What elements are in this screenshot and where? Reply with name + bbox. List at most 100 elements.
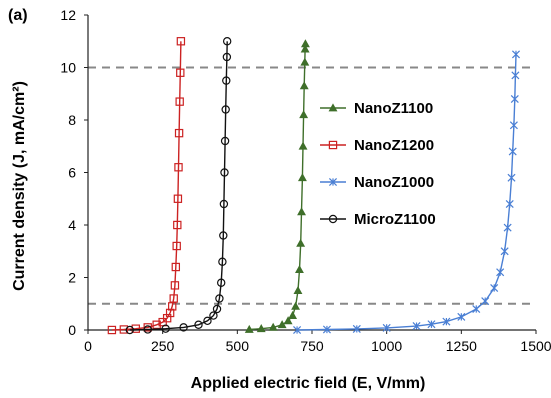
data-point-nanoz1200	[170, 281, 180, 290]
data-point-microz1100	[217, 278, 226, 287]
axes: 0 2 4 6 8 10 12 0 250 500 750 1000 1250 1500	[60, 7, 551, 354]
series-nanoz1100	[244, 39, 310, 333]
x-axis-title: Applied electric field (E, V/mm)	[191, 375, 426, 392]
legend-item-nanoz1100: NanoZ1100	[320, 100, 433, 117]
data-point-nanoz1000	[322, 325, 331, 334]
data-point-nanoz1200	[176, 37, 186, 46]
series-microz1100	[125, 37, 232, 335]
legend: NanoZ1100 NanoZ1200 NanoZ1000 MicroZ1100	[320, 100, 436, 228]
data-point-nanoz1100	[291, 301, 301, 310]
data-point-nanoz1200	[172, 241, 181, 251]
data-point-nanoz1200	[175, 97, 184, 106]
data-point-nanoz1200	[107, 325, 117, 335]
data-point-microz1100	[194, 320, 203, 329]
y-axis-title: Current density (J, mA/cm²)	[11, 81, 28, 291]
data-point-nanoz1100	[244, 324, 254, 333]
y-tick-label: 6	[68, 165, 76, 181]
legend-item-nanoz1000: NanoZ1000	[320, 174, 434, 191]
data-point-nanoz1000	[427, 320, 436, 329]
data-point-nanoz1100	[268, 322, 278, 331]
data-point-microz1100	[143, 325, 152, 334]
y-tick-label: 8	[68, 112, 76, 128]
data-point-microz1100	[222, 52, 232, 62]
data-point-microz1100	[209, 311, 218, 320]
series-line-nanoz1200	[111, 41, 182, 331]
data-point-nanoz1100	[298, 141, 308, 150]
data-point-nanoz1200	[168, 302, 177, 311]
data-point-microz1100	[222, 37, 232, 46]
x-tick-label: 250	[151, 338, 175, 354]
data-point-nanoz1000	[472, 304, 481, 314]
data-point-nanoz1000	[505, 199, 514, 209]
data-point-nanoz1200	[173, 220, 182, 230]
data-point-nanoz1200	[165, 308, 175, 318]
data-point-nanoz1100	[256, 324, 266, 333]
data-point-nanoz1100	[295, 264, 304, 274]
data-point-microz1100	[203, 316, 212, 326]
legend-marker	[328, 103, 338, 112]
x-tick-label: 750	[300, 338, 324, 354]
data-point-nanoz1000	[457, 312, 466, 321]
data-point-nanoz1000	[412, 322, 421, 331]
data-point-nanoz1000	[507, 173, 516, 182]
y-tick-label: 0	[68, 322, 76, 338]
series-nanoz1200	[107, 37, 186, 335]
data-point-nanoz1100	[297, 207, 306, 216]
y-tick-label: 2	[68, 270, 76, 286]
data-point-nanoz1100	[299, 81, 309, 90]
legend-label: NanoZ1200	[354, 137, 434, 154]
series-line-nanoz1100	[249, 43, 307, 331]
data-point-nanoz1000	[496, 268, 505, 277]
series-nanoz1000	[293, 50, 521, 335]
data-point-nanoz1100	[300, 44, 310, 53]
data-point-nanoz1100	[288, 310, 298, 319]
data-point-nanoz1100	[297, 173, 307, 182]
series-line-microz1100	[129, 41, 228, 331]
data-point-nanoz1200	[174, 128, 184, 138]
legend-label: NanoZ1100	[354, 100, 433, 117]
data-point-microz1100	[212, 304, 222, 314]
data-point-microz1100	[125, 325, 135, 335]
data-point-nanoz1200	[174, 163, 183, 172]
data-point-nanoz1200	[173, 194, 183, 203]
data-point-nanoz1000	[442, 317, 451, 326]
data-point-nanoz1200	[162, 313, 172, 323]
data-point-nanoz1100	[277, 320, 287, 329]
data-point-nanoz1100	[300, 39, 310, 48]
legend-marker	[328, 140, 338, 150]
data-point-nanoz1200	[152, 320, 161, 329]
x-tick-label: 1000	[371, 338, 402, 354]
series-line-nanoz1000	[297, 54, 517, 331]
legend-item-microz1100: MicroZ1100	[320, 211, 436, 228]
legend-marker	[328, 214, 338, 224]
data-point-nanoz1100	[296, 238, 306, 247]
plot-area	[107, 37, 521, 335]
data-point-nanoz1100	[299, 110, 309, 119]
data-point-microz1100	[218, 257, 227, 266]
x-tick-label: 500	[226, 338, 250, 354]
data-point-nanoz1100	[300, 57, 310, 66]
data-point-microz1100	[222, 76, 231, 85]
data-point-nanoz1200	[169, 294, 178, 303]
data-point-nanoz1000	[509, 121, 518, 130]
data-point-microz1100	[219, 231, 228, 240]
data-point-microz1100	[161, 324, 170, 333]
data-point-nanoz1000	[481, 297, 490, 306]
data-point-nanoz1000	[500, 247, 509, 256]
data-point-nanoz1200	[119, 325, 129, 334]
data-point-nanoz1000	[511, 71, 520, 80]
legend-marker	[328, 177, 338, 187]
data-point-nanoz1000	[508, 147, 517, 156]
y-tick-label: 10	[60, 60, 76, 76]
data-point-nanoz1000	[382, 323, 391, 332]
x-tick-label: 1250	[446, 338, 477, 354]
data-point-nanoz1000	[510, 94, 519, 104]
data-point-microz1100	[220, 168, 229, 177]
data-point-microz1100	[220, 136, 230, 146]
data-point-nanoz1100	[293, 285, 303, 295]
data-point-microz1100	[219, 199, 229, 209]
data-point-nanoz1000	[503, 223, 512, 232]
y-tick-label: 4	[68, 217, 76, 233]
data-point-nanoz1200	[171, 262, 181, 272]
